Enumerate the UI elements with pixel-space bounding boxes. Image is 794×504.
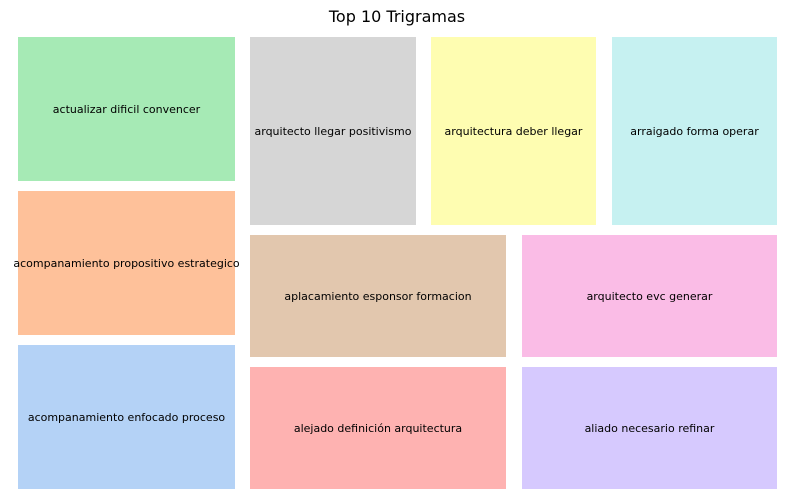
treemap-tile-label: aplacamiento esponsor formacion [284,289,472,303]
treemap-tile: arquitecto evc generar [522,235,777,357]
treemap-tile-label: alejado definición arquitectura [293,421,463,435]
treemap-tile-label: arquitecto evc generar [586,289,713,303]
treemap-tile: aplacamiento esponsor formacion [250,235,506,357]
treemap-tile: acompanamiento propositivo estrategico [13,191,240,335]
treemap-tile-label: arquitectura deber llegar [444,124,583,138]
treemap-tile: actualizar dificil convencer [18,37,235,181]
treemap-tile: arquitectura deber llegar [431,37,596,225]
treemap-tile-label: arquitecto llegar positivismo [254,124,412,138]
treemap-tile-label: aliado necesario refinar [584,421,715,435]
treemap-tile-label: acompanamiento propositivo estrategico [13,256,240,270]
treemap-tile-label: arraigado forma operar [630,124,759,138]
treemap-tile-label: acompanamiento enfocado proceso [27,410,226,424]
treemap-tile: arquitecto llegar positivismo [250,37,416,225]
chart-title: Top 10 Trigramas [328,7,466,26]
treemap-tile: acompanamiento enfocado proceso [18,345,235,489]
treemap-tile: aliado necesario refinar [522,367,777,489]
treemap-tile: arraigado forma operar [612,37,777,225]
treemap-tile: alejado definición arquitectura [250,367,506,489]
treemap-tile-label: actualizar dificil convencer [52,102,201,116]
